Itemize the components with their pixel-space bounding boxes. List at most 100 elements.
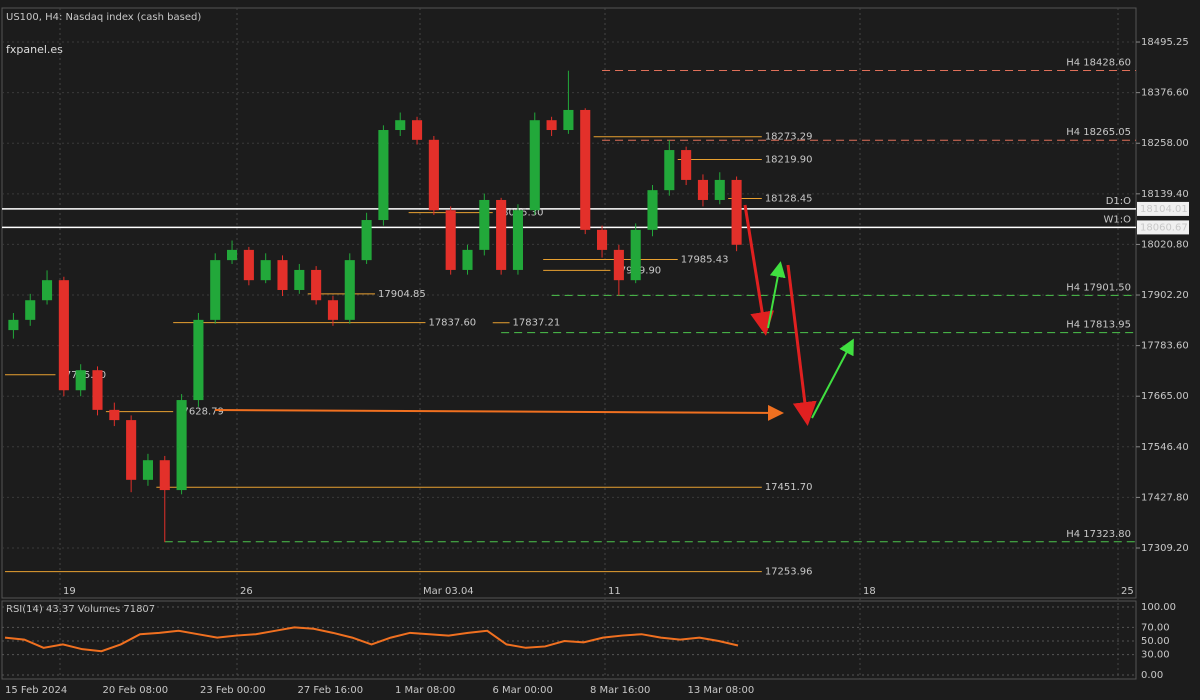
candle-body [75, 370, 86, 391]
candle-body [714, 179, 725, 200]
x-tick-label: 6 Mar 00:00 [493, 685, 553, 696]
candle-body [109, 409, 120, 421]
level-label: 18219.90 [765, 154, 813, 165]
candle-body [210, 260, 221, 320]
forecast-arrows [214, 204, 854, 426]
candle-body [462, 249, 473, 270]
candle-body [546, 120, 557, 131]
candle-body [445, 210, 456, 270]
candle-body [176, 400, 187, 491]
top-label: Mar 03.04 [423, 586, 474, 597]
top-label: 19 [63, 586, 76, 597]
candle-body [193, 319, 204, 401]
candle-body [92, 370, 103, 410]
y-tick-label: 17902.20 [1141, 290, 1189, 301]
rsi-tick-label: 0.00 [1141, 670, 1163, 681]
candle-body [664, 150, 675, 191]
level-label: 17628.79 [176, 407, 224, 418]
y-tick-label: 18258.00 [1141, 138, 1189, 149]
level-label: 18273.29 [765, 132, 813, 143]
y-tick-label: 18139.40 [1141, 189, 1189, 200]
arrow [743, 204, 775, 336]
candle-body [428, 139, 439, 211]
main-panel [1, 7, 1137, 599]
candle-body [580, 109, 591, 230]
candle-body [42, 280, 53, 301]
watermark: fxpanel.es [6, 43, 63, 56]
candle-body [563, 109, 574, 131]
candle-body [412, 120, 423, 140]
candle-body [529, 120, 540, 211]
rsi-tick-label: 100.00 [1141, 602, 1176, 613]
x-tick-label: 8 Mar 16:00 [590, 685, 650, 696]
candle-body [142, 460, 153, 480]
candle-body [647, 190, 658, 230]
y-tick-label: 17783.60 [1141, 341, 1189, 352]
candle-body [361, 220, 372, 261]
candle-body [227, 249, 238, 261]
open-label: W1:O [1104, 214, 1132, 225]
top-label: 18 [863, 586, 876, 597]
x-tick-label: 20 Feb 08:00 [103, 685, 169, 696]
rsi-title: RSI(14) 43.37 Volumes 71807 [6, 604, 155, 615]
y-tick-label: 18495.25 [1141, 37, 1189, 48]
arrow [767, 261, 786, 329]
x-tick-label: 15 Feb 2024 [5, 685, 67, 696]
level-label: 17451.70 [765, 482, 813, 493]
rsi-tick-label: 30.00 [1141, 650, 1170, 661]
level-label: 17253.96 [765, 567, 813, 578]
level-label: 17837.60 [428, 318, 476, 329]
candle-body [260, 260, 271, 281]
chart-title: US100, H4: Nasdaq index (cash based) [6, 12, 201, 23]
candle-body [697, 179, 708, 200]
top-label: 26 [240, 586, 253, 597]
rsi-panel [1, 600, 1137, 680]
rsi-line [4, 626, 739, 653]
x-tick-label: 1 Mar 08:00 [395, 685, 455, 696]
open-label: D1:O [1106, 196, 1131, 207]
arrow [214, 404, 784, 421]
y-tick-label: 18020.80 [1141, 239, 1189, 250]
candle-body [243, 249, 254, 281]
y-tick-label: 17427.80 [1141, 492, 1189, 503]
candle-body [681, 150, 692, 180]
candle-body [159, 460, 170, 491]
h4-label: H4 17901.50 [1066, 282, 1131, 293]
y-tick-label: 17546.40 [1141, 442, 1189, 453]
candle-body [344, 260, 355, 320]
level-label: 17837.21 [513, 318, 561, 329]
h4-label: H4 17813.95 [1066, 320, 1131, 331]
level-label: 17985.43 [681, 255, 729, 266]
candle-body [294, 269, 305, 290]
rsi-tick-label: 50.00 [1141, 636, 1170, 647]
candle-body [25, 300, 36, 320]
x-tick-label: 23 Feb 00:00 [200, 685, 266, 696]
arrow [786, 264, 817, 426]
level-label: 17904.85 [378, 289, 426, 300]
candle-body [613, 249, 624, 281]
y-tick-label: 17309.20 [1141, 543, 1189, 554]
candle-body [311, 269, 322, 301]
top-label: 11 [608, 586, 621, 597]
level-label: 18128.45 [765, 194, 813, 205]
candle-body [731, 179, 742, 245]
candle-body [395, 120, 406, 131]
candle-body [630, 229, 641, 281]
rsi-tick-label: 70.00 [1141, 622, 1170, 633]
h4-label: H4 18428.60 [1066, 57, 1131, 68]
h4-label: H4 17323.80 [1066, 529, 1131, 540]
price-box [1137, 201, 1189, 216]
candle-body [277, 260, 288, 290]
x-tick-label: 27 Feb 16:00 [298, 685, 364, 696]
price-box [1137, 220, 1189, 235]
top-label: 25 [1121, 586, 1134, 597]
candle-body [479, 199, 490, 250]
candle-body [597, 229, 608, 250]
x-tick-label: 13 Mar 08:00 [688, 685, 755, 696]
y-tick-label: 17665.00 [1141, 391, 1189, 402]
y-tick-label: 18376.60 [1141, 88, 1189, 99]
candle-body [8, 319, 19, 331]
candle-body [327, 300, 338, 320]
